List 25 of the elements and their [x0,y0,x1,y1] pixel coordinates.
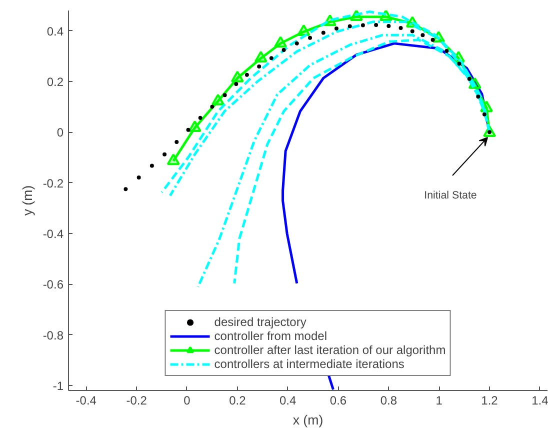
x-tick-label: -0.2 [126,394,148,408]
annotation: Initial State [424,190,477,202]
legend-label: controller after last iteration of our algorithm [214,343,446,357]
legend-label: desired trajectory [214,315,306,329]
y-tick-label: 0.4 [46,24,64,38]
x-tick-label: 1.4 [532,394,549,408]
x-tick-label: 0 [184,394,191,408]
x-axis-title: x (m) [292,412,324,428]
y-axis-title: y (m) [20,185,35,216]
legend-label: controllers at intermediate iterations [214,357,404,371]
x-tick-label: 0.8 [380,394,398,408]
y-tick-label: -0.6 [42,278,64,292]
y-tick-label: -0.2 [42,176,64,190]
y-tick-label: -0.8 [42,328,64,342]
x-tick-label: 0.6 [330,394,347,408]
x-tick-label: 0.2 [229,394,246,408]
legend-label: controller from model [214,329,327,343]
y-tick-label: -1 [52,378,64,393]
x-tick-label: 1 [436,394,443,408]
x-tick-label: 1.2 [481,394,498,408]
x-tick-label: 0.4 [279,394,296,408]
x-tick-label: -0.4 [76,394,97,408]
y-tick-label: -0.4 [42,226,64,241]
y-tick-label: 0 [56,126,64,140]
y-tick-label: 0.2 [46,74,64,89]
